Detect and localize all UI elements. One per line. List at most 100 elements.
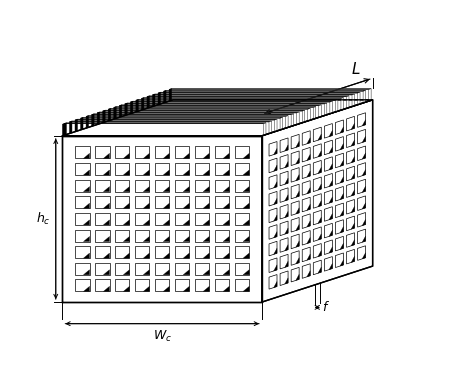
Polygon shape [155,163,169,175]
Polygon shape [285,261,288,267]
Polygon shape [169,89,371,90]
Polygon shape [269,258,277,273]
Polygon shape [91,114,293,115]
Polygon shape [285,178,288,184]
Polygon shape [307,171,310,177]
Polygon shape [362,253,365,259]
Polygon shape [313,107,316,119]
Polygon shape [183,187,189,192]
Polygon shape [296,258,299,264]
Polygon shape [125,103,128,116]
Polygon shape [83,203,90,208]
Polygon shape [302,264,310,278]
Polygon shape [223,220,229,225]
Polygon shape [340,210,343,216]
Polygon shape [75,180,90,192]
Polygon shape [163,270,169,275]
Polygon shape [280,171,288,186]
Polygon shape [143,203,149,208]
Polygon shape [103,187,109,192]
Polygon shape [75,279,90,291]
Polygon shape [75,119,77,132]
Polygon shape [351,123,355,129]
Polygon shape [280,221,288,235]
Polygon shape [291,251,299,265]
Polygon shape [81,118,83,130]
Polygon shape [175,279,189,291]
Polygon shape [362,120,365,126]
Polygon shape [243,220,249,225]
Polygon shape [163,203,169,208]
Polygon shape [273,182,277,188]
Polygon shape [75,229,90,242]
Polygon shape [70,121,72,133]
Polygon shape [313,127,321,142]
Polygon shape [346,216,355,231]
Polygon shape [262,100,373,302]
Polygon shape [203,187,209,192]
Polygon shape [318,251,321,257]
Polygon shape [346,183,355,197]
Polygon shape [95,263,109,275]
Polygon shape [83,253,90,258]
Polygon shape [269,191,277,206]
Polygon shape [302,110,305,123]
Polygon shape [141,98,344,99]
Polygon shape [108,108,111,121]
Polygon shape [103,110,305,111]
Polygon shape [346,249,355,264]
Polygon shape [363,90,365,103]
Polygon shape [235,196,249,208]
Polygon shape [123,187,129,192]
Polygon shape [183,220,189,225]
Polygon shape [329,164,332,170]
Polygon shape [285,228,288,234]
Polygon shape [63,100,373,136]
Polygon shape [130,101,332,102]
Polygon shape [362,170,365,176]
Polygon shape [296,191,299,197]
Polygon shape [235,246,249,258]
Polygon shape [75,146,90,158]
Polygon shape [215,229,229,242]
Polygon shape [136,99,138,112]
Polygon shape [143,270,149,275]
Polygon shape [123,170,129,175]
Polygon shape [141,98,144,110]
Polygon shape [346,133,355,147]
Polygon shape [357,92,360,105]
Polygon shape [243,203,249,208]
Polygon shape [307,154,310,160]
Polygon shape [291,217,299,232]
Polygon shape [143,237,149,242]
Polygon shape [123,220,129,225]
Polygon shape [296,158,299,164]
Polygon shape [119,105,122,117]
Polygon shape [291,134,299,149]
Polygon shape [135,263,149,275]
Polygon shape [308,108,310,121]
Polygon shape [91,114,94,126]
Polygon shape [324,257,332,271]
Polygon shape [318,134,321,140]
Polygon shape [296,241,299,247]
Polygon shape [329,230,332,236]
Polygon shape [163,253,169,258]
Polygon shape [296,208,299,214]
Polygon shape [286,116,288,128]
Polygon shape [280,254,288,269]
Polygon shape [351,256,355,262]
Polygon shape [302,197,310,212]
Polygon shape [235,279,249,291]
Polygon shape [324,103,327,116]
Polygon shape [329,147,332,153]
Polygon shape [103,110,105,123]
Polygon shape [147,96,149,108]
Polygon shape [143,153,149,158]
Polygon shape [223,153,229,158]
Polygon shape [318,234,321,240]
Polygon shape [195,196,209,208]
Polygon shape [75,246,90,258]
Polygon shape [324,207,332,221]
Polygon shape [307,138,310,144]
